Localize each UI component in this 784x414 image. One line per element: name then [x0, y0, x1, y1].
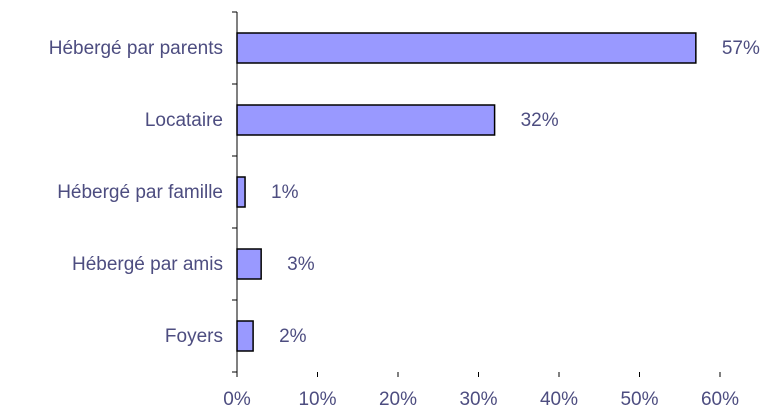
value-label: 57% [722, 38, 760, 59]
x-tick-label: 30% [459, 389, 497, 410]
x-tick-label: 10% [298, 389, 336, 410]
y-tick-label: Locataire [145, 110, 223, 131]
x-tick-label: 0% [223, 389, 251, 410]
bar [236, 104, 496, 136]
x-tick-label: 60% [701, 389, 739, 410]
value-label: 3% [287, 254, 315, 275]
bar [236, 248, 262, 280]
y-tick-label: Hébergé par famille [57, 182, 223, 203]
value-label: 1% [271, 182, 299, 203]
value-label: 32% [521, 110, 559, 131]
y-tick-label: Hébergé par parents [49, 38, 223, 59]
x-tick-label: 40% [540, 389, 578, 410]
x-tick-label: 50% [620, 389, 658, 410]
y-tick-label: Foyers [165, 326, 223, 347]
bar [236, 32, 697, 64]
value-label: 2% [279, 326, 307, 347]
y-tick-label: Hébergé par amis [72, 254, 223, 275]
bar [236, 320, 254, 352]
x-tick-label: 20% [379, 389, 417, 410]
bar [236, 176, 246, 208]
